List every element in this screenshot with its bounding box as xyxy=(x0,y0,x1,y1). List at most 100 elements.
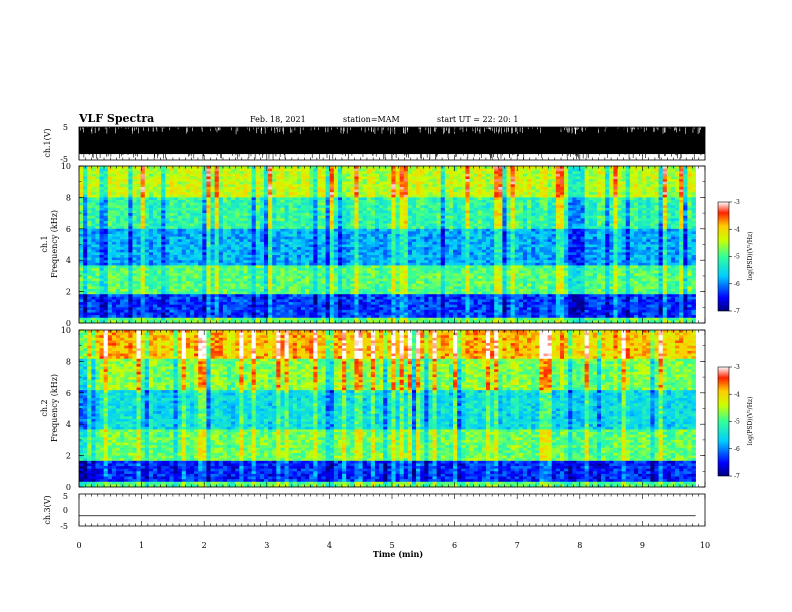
spectrogram-cell xyxy=(507,216,511,219)
spectrogram-cell xyxy=(223,174,227,177)
spectrogram-cell xyxy=(482,205,486,208)
spectrogram-cell xyxy=(572,216,576,219)
spectrogram-cell xyxy=(589,197,593,200)
spectrogram-cell xyxy=(683,179,687,182)
spectrogram-cell xyxy=(396,195,400,198)
spectrogram-cell xyxy=(285,171,289,174)
spectrogram-cell xyxy=(482,190,486,193)
spectrogram-cell xyxy=(683,203,687,206)
spectrogram-cell xyxy=(461,174,465,177)
spectrogram-cell xyxy=(564,200,568,203)
spectrogram-cell xyxy=(613,229,617,232)
spectrogram-cell xyxy=(91,231,95,234)
spectrogram-cell xyxy=(457,226,461,229)
spectrogram-cell xyxy=(576,203,580,206)
spectrogram-cell xyxy=(568,200,572,203)
spectrogram-cell xyxy=(243,171,247,174)
spectrogram-cell xyxy=(334,234,338,237)
spectrogram-cell xyxy=(346,221,350,224)
spectrogram-cell xyxy=(309,174,313,177)
spectrogram-cell xyxy=(556,208,560,211)
spectrogram-cell xyxy=(301,242,305,245)
spectrogram-cell xyxy=(556,216,560,219)
spectrogram-cell xyxy=(408,210,412,213)
spectrogram-cell xyxy=(165,216,169,219)
spectrogram-cell xyxy=(231,213,235,216)
spectrogram-cell xyxy=(165,190,169,193)
spectrogram-cell xyxy=(515,184,519,187)
spectrogram-cell xyxy=(515,218,519,221)
spectrogram-cell xyxy=(675,187,679,190)
spectrogram-cell xyxy=(626,190,630,193)
spectrogram-cell xyxy=(178,176,182,179)
spectrogram-cell xyxy=(424,234,428,237)
spectrogram-cell xyxy=(626,179,630,182)
spectrogram-cell xyxy=(416,184,420,187)
spectrogram-cell xyxy=(642,224,646,227)
spectrogram-cell xyxy=(618,166,622,169)
spectrogram-cell xyxy=(252,224,256,227)
spectrogram-cell xyxy=(490,237,494,240)
spectrogram-cell xyxy=(618,216,622,219)
spectrogram-cell xyxy=(589,210,593,213)
spectrogram-cell xyxy=(465,221,469,224)
spectrogram-cell xyxy=(215,242,219,245)
spectrogram-cell xyxy=(379,213,383,216)
spectrogram-cell xyxy=(202,195,206,198)
spectrogram-cell xyxy=(683,200,687,203)
spectrogram-cell xyxy=(239,216,243,219)
spectrogram-cell xyxy=(379,197,383,200)
spectrogram-cell xyxy=(441,195,445,198)
spectrogram-cell xyxy=(379,210,383,213)
spectrogram-cell xyxy=(157,184,161,187)
spectrogram-cell xyxy=(95,197,99,200)
spectrogram-cell xyxy=(634,190,638,193)
spectrogram-cell xyxy=(556,242,560,245)
spectrogram-cell xyxy=(285,166,289,169)
spectrogram-cell xyxy=(297,203,301,206)
spectrogram-cell xyxy=(289,231,293,234)
spectrogram-cell xyxy=(478,171,482,174)
spectrogram-cell xyxy=(667,176,671,179)
spectrogram-cell xyxy=(268,187,272,190)
spectrogram-cell xyxy=(165,213,169,216)
spectrogram-cell xyxy=(650,179,654,182)
spectrogram-cell xyxy=(95,203,99,206)
spectrogram-cell xyxy=(387,192,391,195)
spectrogram-cell xyxy=(317,187,321,190)
spectrogram-cell xyxy=(396,171,400,174)
spectrogram-cell xyxy=(223,237,227,240)
spectrogram-cell xyxy=(202,203,206,206)
spectrogram-cell xyxy=(478,187,482,190)
spectrogram-cell xyxy=(618,237,622,240)
spectrogram-cell xyxy=(457,213,461,216)
spectrogram-cell xyxy=(293,197,297,200)
spectrogram-cell xyxy=(375,218,379,221)
spectrogram-cell xyxy=(346,179,350,182)
spectrogram-cell xyxy=(186,205,190,208)
spectrogram-cell xyxy=(556,169,560,172)
spectrogram-cell xyxy=(83,182,87,185)
spectrogram-cell xyxy=(174,200,178,203)
spectrogram-cell xyxy=(252,245,256,248)
spectrogram-cell xyxy=(112,245,116,248)
spectrogram-cell xyxy=(568,242,572,245)
spectrogram-cell xyxy=(404,190,408,193)
spectrogram-cell xyxy=(120,190,124,193)
spectrogram-cell xyxy=(145,187,149,190)
spectrogram-cell xyxy=(285,237,289,240)
spectrogram-cell xyxy=(396,205,400,208)
spectrogram-cell xyxy=(186,208,190,211)
spectrogram-cell xyxy=(330,203,334,206)
spectrogram-cell xyxy=(646,200,650,203)
spectrogram-cell xyxy=(441,203,445,206)
spectrogram-cell xyxy=(622,226,626,229)
spectrogram-cell xyxy=(198,218,202,221)
spectrogram-cell xyxy=(527,171,531,174)
spectrogram-cell xyxy=(404,171,408,174)
spectrogram-cell xyxy=(124,213,128,216)
spectrogram-cell xyxy=(437,226,441,229)
spectrogram-cell xyxy=(330,239,334,242)
spectrogram-cell xyxy=(539,221,543,224)
spectrogram-cell xyxy=(618,205,622,208)
